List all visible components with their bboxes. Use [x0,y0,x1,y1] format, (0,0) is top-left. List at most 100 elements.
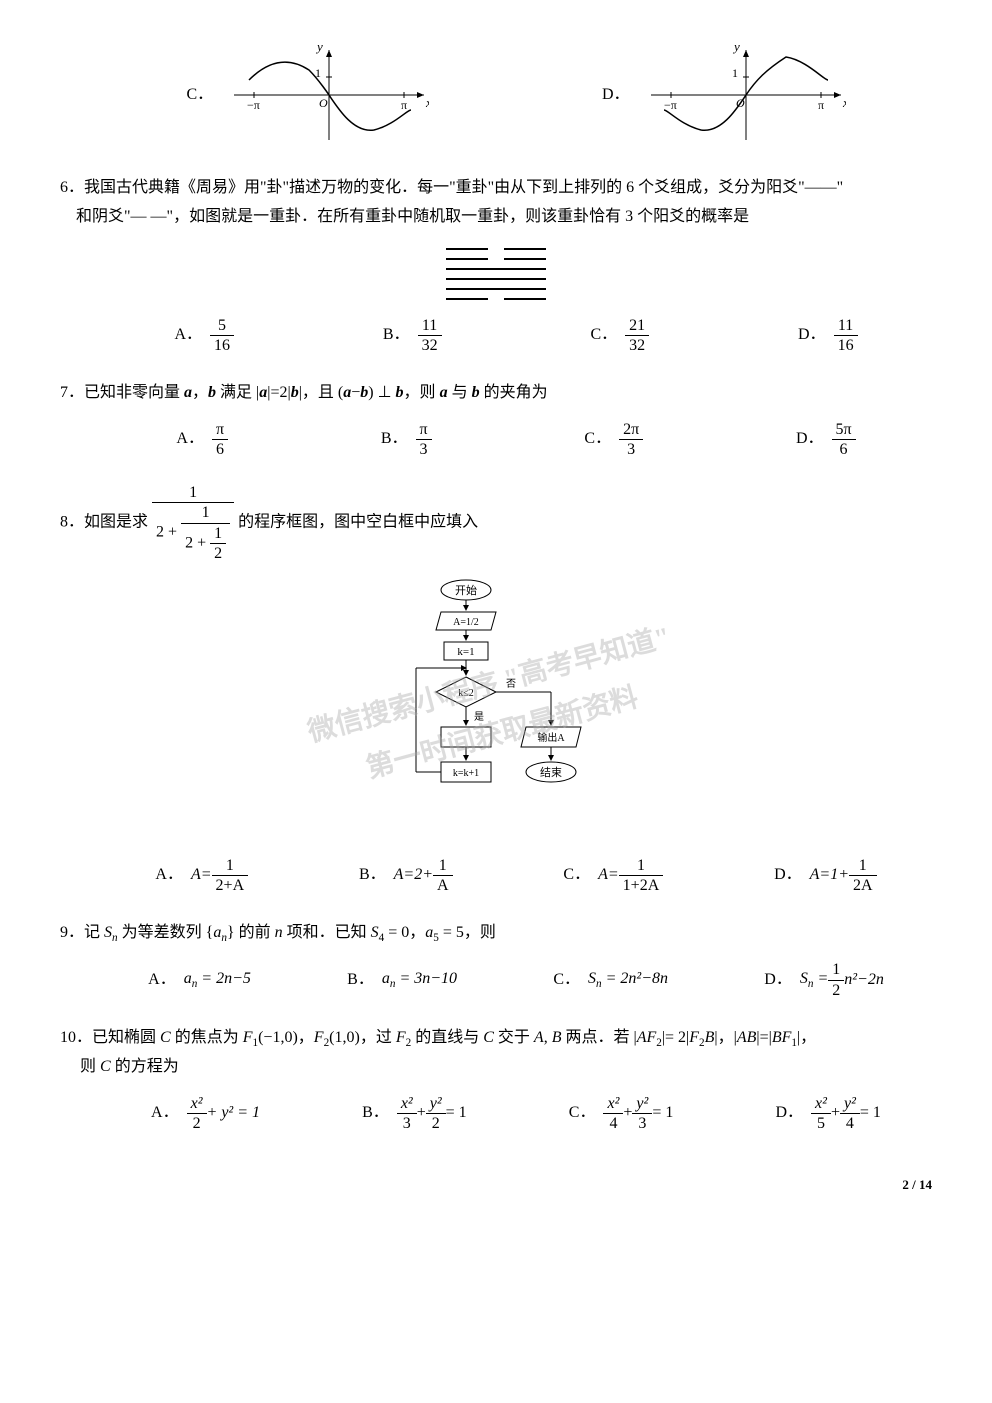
opt-label: A． [151,1099,179,1128]
q6-line2: 和阴爻"— —"，如图就是一重卦．在所有重卦中随机取一重卦，则该重卦恰有 3 个… [76,208,749,225]
q10-num: 10． [60,1029,92,1046]
yao-line [446,258,546,260]
q9-opt-a: A． an = 2n−5 [148,960,251,999]
page-number: 2 / 14 [60,1173,932,1196]
q7-opt-c: C． 2π3 [584,420,643,459]
svg-text:A=1/2: A=1/2 [453,617,479,628]
q9-options: A． an = 2n−5 B． an = 3n−10 C． Sn = 2n²−8… [60,960,932,999]
svg-text:是: 是 [474,711,484,723]
q8-opt-b: B． A=2+ 1A [359,856,453,895]
opt-label: A． [174,321,202,350]
svg-text:开始: 开始 [455,583,477,597]
q8-opt-a: A． A= 12+A [155,856,248,895]
graph-options-row: C． x y O 1 π −π D． [60,40,932,150]
opt-label: C． [590,321,617,350]
svg-text:1: 1 [732,66,738,80]
opt-label: C． [563,861,590,890]
q7-num: 7． [60,384,84,401]
q7-options: A． π6 B． π3 C． 2π3 D． 5π6 [60,420,932,459]
q7-text: 7．已知非零向量 a，b 满足 |a|=2|b|，且 (a−b) ⊥ b，则 a… [60,379,932,408]
opt-label: D． [798,321,826,350]
svg-text:k=1: k=1 [457,646,474,658]
flowchart-figure: 微信搜索小程序 "高考早知道" 第一时间获取最新资料 开始 A=1/2 k=1 [60,575,932,846]
svg-text:y: y [315,40,323,54]
opt-label: C． [569,1099,596,1128]
opt-label: D． [774,861,802,890]
question-8: 8．如图是求 1 2 + 1 2 + 1 2 [60,483,932,895]
question-10: 10．已知椭圆 C 的焦点为 F1(−1,0)，F2(1,0)，过 F2 的直线… [60,1024,932,1134]
opt-label: D． [764,966,792,995]
yao-line [446,248,546,250]
yao-line [446,278,546,280]
q6-opt-c: C． 2132 [590,316,649,355]
q8-num: 8． [60,514,84,531]
yao-line [446,268,546,270]
graph-d-svg: x y O 1 π −π [646,40,846,150]
q10-opt-c: C． x²4 + y²3 = 1 [569,1094,674,1133]
q9-num: 9． [60,924,84,941]
opt-label: B． [359,861,386,890]
q9-opt-c: C． Sn = 2n²−8n [553,960,668,999]
q8-pre: 如图是求 [84,514,148,531]
opt-label: A． [155,861,183,890]
svg-text:k=k+1: k=k+1 [453,768,479,779]
q10-options: A． x²2 + y² = 1 B． x²3 + y²2 = 1 C． x²4 … [60,1094,932,1133]
svg-text:O: O [319,96,328,110]
q8-opt-d: D． A=1+ 12A [774,856,877,895]
q6-opt-b: B． 1132 [383,316,442,355]
q8-options: A． A= 12+A B． A=2+ 1A C． A= 11+2A D． A=1… [60,856,932,895]
q6-line1: 我国古代典籍《周易》用"卦"描述万物的变化．每一"重卦"由从下到上排列的 6 个… [84,179,843,196]
svg-text:π: π [818,98,824,112]
yao-line [446,288,546,290]
opt-label: D． [796,425,824,454]
option-label-c: C． [186,81,213,110]
yao-line [446,298,546,300]
opt-label: B． [383,321,410,350]
opt-label: C． [584,425,611,454]
svg-text:−π: −π [664,98,677,112]
q9-opt-d: D． Sn = 12 n²−2n [764,960,884,999]
svg-text:结束: 结束 [540,766,562,779]
opt-label: A． [176,425,204,454]
question-7: 7．已知非零向量 a，b 满足 |a|=2|b|，且 (a−b) ⊥ b，则 a… [60,379,932,459]
q7-opt-b: B． π3 [381,420,432,459]
question-9: 9．记 Sn 为等差数列 {an} 的前 n 项和．已知 S4 = 0，a5 =… [60,919,932,1000]
opt-label: B． [381,425,408,454]
svg-text:输出A: 输出A [537,731,565,744]
svg-text:π: π [401,98,407,112]
svg-text:k≤2: k≤2 [458,688,474,699]
q7-opt-a: A． π6 [176,420,228,459]
q8-opt-c: C． A= 11+2A [563,856,663,895]
q8-post: 的程序框图，图中空白框中应填入 [238,514,478,531]
svg-text:x: x [425,95,429,110]
opt-label: A． [148,966,176,995]
svg-text:−π: −π [247,98,260,112]
q10-text: 10．已知椭圆 C 的焦点为 F1(−1,0)，F2(1,0)，过 F2 的直线… [60,1024,932,1082]
svg-text:y: y [732,40,740,54]
opt-label: C． [553,966,580,995]
q8-text: 8．如图是求 1 2 + 1 2 + 1 2 [60,483,932,563]
option-c-graph: C． x y O 1 π −π [186,40,429,150]
opt-label: D． [775,1099,803,1128]
q10-opt-a: A． x²2 + y² = 1 [151,1094,260,1133]
q9-text: 9．记 Sn 为等差数列 {an} 的前 n 项和．已知 S4 = 0，a5 =… [60,919,932,948]
q9-opt-b: B． an = 3n−10 [347,960,457,999]
q10-opt-d: D． x²5 + y²4 = 1 [775,1094,880,1133]
question-5-graphs: C． x y O 1 π −π D． [60,40,932,150]
graph-c-svg: x y O 1 π −π [229,40,429,150]
q6-options: A． 516 B． 1132 C． 2132 D． 1116 [60,316,932,355]
option-d-graph: D． x y O 1 π −π [602,40,846,150]
q10-opt-b: B． x²3 + y²2 = 1 [362,1094,467,1133]
svg-text:否: 否 [506,678,516,690]
option-label-d: D． [602,81,630,110]
flowchart-svg: 开始 A=1/2 k=1 k≤2 否 是 k=k+1 [366,575,626,835]
opt-label: B． [347,966,374,995]
continued-fraction: 1 2 + 1 2 + 1 2 [152,483,234,563]
question-6: 6．我国古代典籍《周易》用"卦"描述万物的变化．每一"重卦"由从下到上排列的 6… [60,174,932,355]
hexagram-figure [436,248,556,300]
q6-text: 6．我国古代典籍《周易》用"卦"描述万物的变化．每一"重卦"由从下到上排列的 6… [60,174,932,232]
q7-opt-d: D． 5π6 [796,420,856,459]
opt-label: B． [362,1099,389,1128]
svg-text:x: x [842,95,846,110]
q6-opt-d: D． 1116 [798,316,858,355]
